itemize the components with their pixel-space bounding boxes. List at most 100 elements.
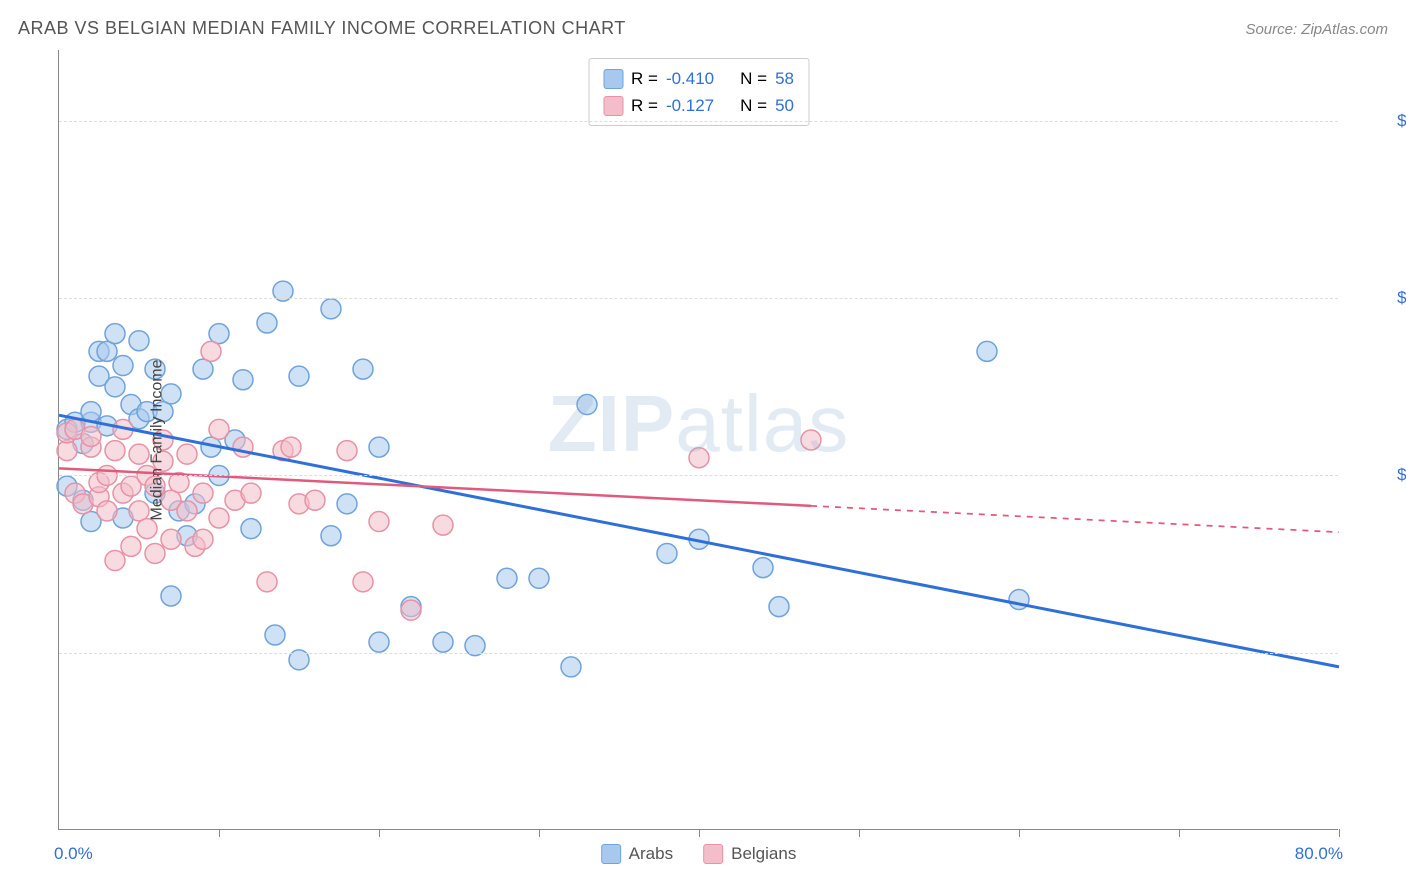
legend-row-arabs: R = -0.410 N = 58 [603, 65, 794, 92]
gridline [59, 475, 1338, 476]
y-tick-label: $150,000 [1348, 288, 1406, 308]
data-point [577, 395, 597, 415]
data-point [105, 441, 125, 461]
data-point [337, 494, 357, 514]
data-point [193, 483, 213, 503]
x-tick [539, 829, 540, 837]
legend-r-label: R = [631, 65, 658, 92]
data-point [201, 341, 221, 361]
data-point [129, 501, 149, 521]
data-point [81, 426, 101, 446]
x-tick [379, 829, 380, 837]
data-point [209, 324, 229, 344]
data-point [113, 356, 133, 376]
data-point [657, 543, 677, 563]
legend-n-label: N = [740, 92, 767, 119]
scatter-svg [59, 50, 1338, 829]
data-point [289, 366, 309, 386]
y-tick-label: $50,000 [1348, 643, 1406, 663]
data-point [241, 483, 261, 503]
legend-r-value-arabs: -0.410 [666, 65, 714, 92]
x-tick [859, 829, 860, 837]
data-point [145, 543, 165, 563]
legend-r-value-belgians: -0.127 [666, 92, 714, 119]
legend-r-label: R = [631, 92, 658, 119]
data-point [305, 490, 325, 510]
swatch-belgians-icon [703, 844, 723, 864]
x-tick [1179, 829, 1180, 837]
data-point [497, 568, 517, 588]
data-point [321, 299, 341, 319]
data-point [281, 437, 301, 457]
data-point [369, 632, 389, 652]
data-point [369, 437, 389, 457]
legend-item-belgians: Belgians [703, 844, 796, 864]
data-point [433, 632, 453, 652]
data-point [433, 515, 453, 535]
data-point [353, 359, 373, 379]
data-point [233, 370, 253, 390]
data-point [689, 448, 709, 468]
legend-item-arabs: Arabs [601, 844, 673, 864]
data-point [401, 600, 421, 620]
data-point [193, 529, 213, 549]
data-point [369, 512, 389, 532]
data-point [337, 441, 357, 461]
legend-n-value-belgians: 50 [775, 92, 794, 119]
x-axis-min-label: 0.0% [54, 844, 93, 864]
y-axis-label: Median Family Income [148, 359, 166, 520]
x-tick [1339, 829, 1340, 837]
data-point [769, 597, 789, 617]
plot-area: ZIPatlas Median Family Income R = -0.410… [58, 50, 1338, 830]
trend-line-dashed [811, 506, 1339, 532]
chart-header: ARAB VS BELGIAN MEDIAN FAMILY INCOME COR… [18, 18, 1388, 39]
x-tick [1019, 829, 1020, 837]
data-point [977, 341, 997, 361]
data-point [105, 377, 125, 397]
gridline [59, 121, 1338, 122]
data-point [121, 536, 141, 556]
data-point [801, 430, 821, 450]
data-point [193, 359, 213, 379]
swatch-arabs-icon [603, 69, 623, 89]
data-point [241, 519, 261, 539]
data-point [529, 568, 549, 588]
series-legend: Arabs Belgians [601, 844, 797, 864]
data-point [353, 572, 373, 592]
data-point [129, 444, 149, 464]
data-point [177, 501, 197, 521]
legend-n-value-arabs: 58 [775, 65, 794, 92]
data-point [161, 586, 181, 606]
data-point [105, 324, 125, 344]
correlation-legend: R = -0.410 N = 58 R = -0.127 N = 50 [588, 58, 809, 126]
chart-title: ARAB VS BELGIAN MEDIAN FAMILY INCOME COR… [18, 18, 626, 39]
gridline [59, 298, 1338, 299]
data-point [561, 657, 581, 677]
data-point [257, 572, 277, 592]
swatch-belgians-icon [603, 96, 623, 116]
x-axis-max-label: 80.0% [1295, 844, 1343, 864]
gridline [59, 653, 1338, 654]
legend-label-belgians: Belgians [731, 844, 796, 864]
data-point [753, 558, 773, 578]
legend-row-belgians: R = -0.127 N = 50 [603, 92, 794, 119]
x-tick [219, 829, 220, 837]
data-point [265, 625, 285, 645]
data-point [209, 508, 229, 528]
x-tick [699, 829, 700, 837]
data-point [177, 444, 197, 464]
y-tick-label: $200,000 [1348, 111, 1406, 131]
swatch-arabs-icon [601, 844, 621, 864]
data-point [137, 519, 157, 539]
data-point [129, 331, 149, 351]
y-tick-label: $100,000 [1348, 465, 1406, 485]
data-point [97, 501, 117, 521]
chart-source: Source: ZipAtlas.com [1245, 21, 1388, 38]
data-point [161, 529, 181, 549]
data-point [209, 419, 229, 439]
legend-n-label: N = [740, 65, 767, 92]
data-point [321, 526, 341, 546]
data-point [257, 313, 277, 333]
legend-label-arabs: Arabs [629, 844, 673, 864]
data-point [97, 341, 117, 361]
